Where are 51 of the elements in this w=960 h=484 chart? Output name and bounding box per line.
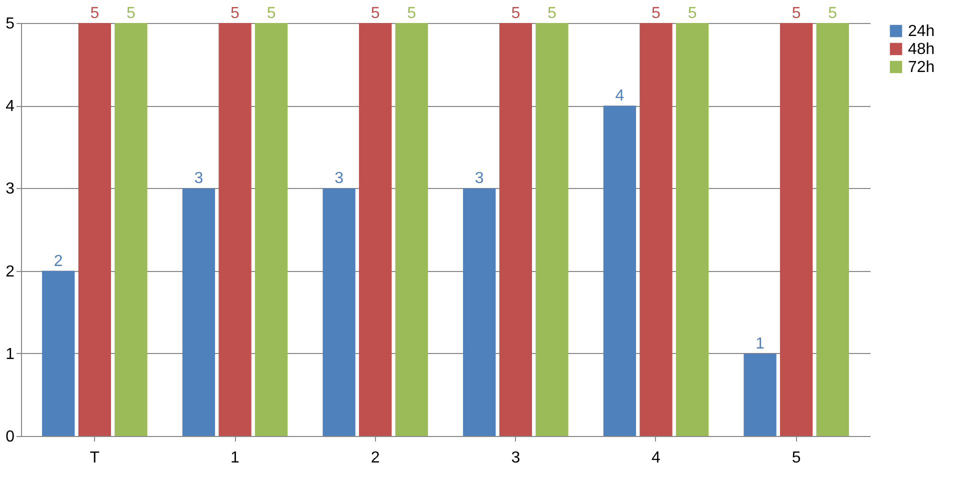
bar [676, 23, 709, 436]
x-tick-label: 4 [652, 450, 661, 466]
data-label: 3 [474, 170, 484, 188]
data-label: 5 [90, 5, 100, 22]
data-label: 5 [792, 5, 801, 22]
bar [499, 23, 532, 436]
x-tick-label: 2 [370, 450, 380, 466]
bar [114, 23, 148, 436]
bar [42, 270, 75, 436]
x-tick-label: 5 [792, 450, 801, 466]
y-tick-label: 0 [6, 428, 15, 446]
data-label: 5 [548, 5, 557, 22]
x-tick-label: T [90, 450, 100, 466]
data-label: 4 [615, 88, 624, 105]
data-label: 5 [370, 5, 380, 22]
bar [254, 23, 288, 436]
bar [218, 23, 252, 436]
y-tick-label: 3 [6, 180, 15, 198]
data-label: 5 [828, 5, 838, 22]
bar [182, 188, 216, 436]
y-tick-label: 1 [6, 346, 15, 363]
y-tick-label: 2 [6, 263, 15, 280]
bar [322, 188, 356, 436]
x-tick-label: 1 [230, 450, 240, 466]
y-tick-label: 5 [6, 16, 15, 32]
data-label: 3 [334, 170, 344, 188]
data-label: 5 [407, 5, 416, 22]
data-label: 5 [266, 5, 276, 22]
data-label: 1 [756, 335, 765, 352]
data-label: 5 [511, 5, 520, 22]
y-tick-label: 4 [6, 98, 15, 116]
bar [536, 23, 568, 436]
bar [603, 106, 636, 436]
data-label: 3 [194, 170, 204, 188]
legend-label: 48h [908, 41, 935, 58]
data-label: 5 [126, 5, 136, 22]
bar [78, 23, 112, 436]
data-label: 2 [54, 252, 63, 270]
bar [816, 23, 849, 436]
bar [463, 188, 496, 436]
bar [395, 23, 428, 436]
data-label: 5 [230, 5, 240, 22]
bar [744, 353, 776, 436]
legend-label: 24h [908, 23, 935, 40]
bar [359, 23, 392, 436]
legend-label: 72h [908, 59, 935, 76]
data-label: 5 [688, 5, 697, 22]
x-tick-label: 3 [511, 450, 520, 466]
bar [640, 23, 672, 436]
data-label: 5 [652, 5, 661, 22]
bar [780, 23, 813, 436]
